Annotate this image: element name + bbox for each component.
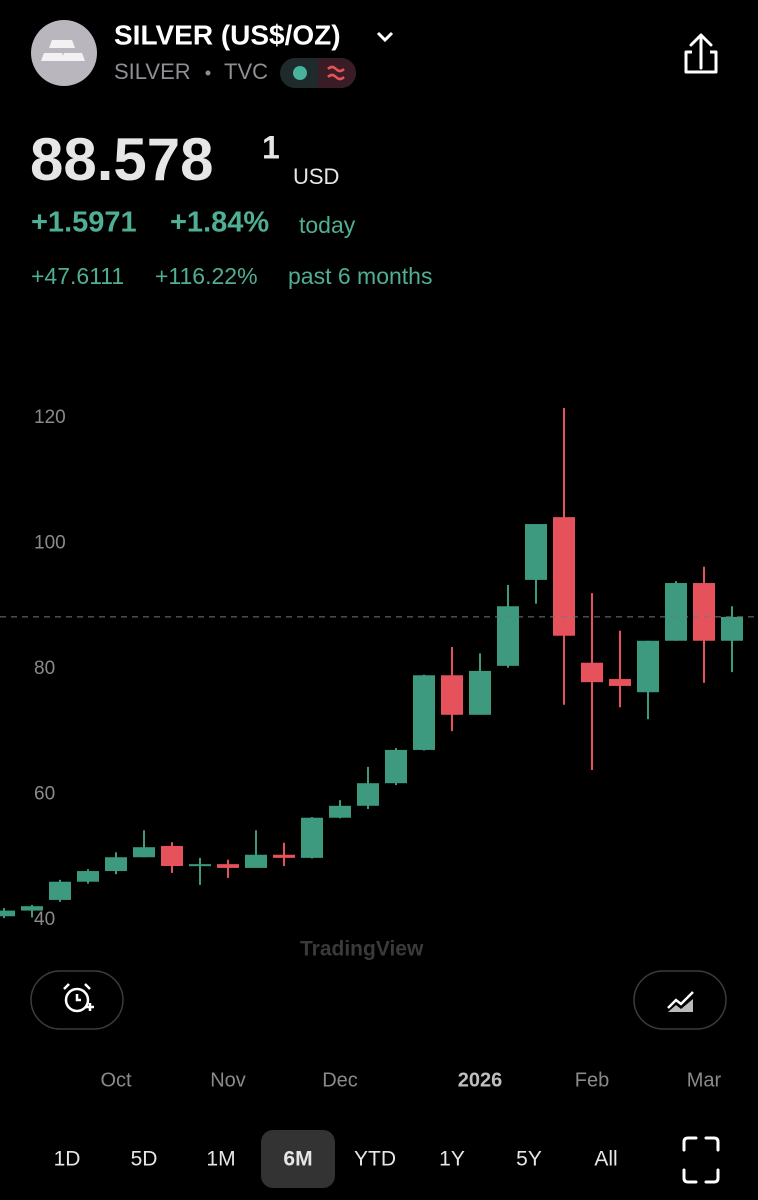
candle-body [77,871,99,882]
separator-dot [206,71,211,76]
y-tick-label: 120 [34,407,66,428]
candle-body [105,857,127,871]
candle-body [553,517,575,636]
y-tick-label: 60 [34,784,55,805]
y-tick-label: 100 [34,533,66,554]
candle-body [721,617,743,641]
candle-body [0,911,15,917]
timeframe-button[interactable]: All [594,1148,617,1171]
status-pill-mid [318,58,328,88]
candle-body [189,864,211,866]
candle-body [329,806,351,818]
candle-body [497,606,519,666]
watermark: TradingView [300,938,424,961]
candle-body [273,855,295,858]
change: +1.5971 [31,207,137,239]
candle-body [385,750,407,783]
symbol-icon[interactable] [31,20,97,86]
y-tick-label: 40 [34,909,55,930]
x-tick-label: Feb [575,1069,609,1091]
price-superscript: 1 [262,129,280,165]
y-tick-label: 80 [34,658,55,679]
candle-body [693,583,715,641]
candle-body [217,864,239,868]
market-status-dot [293,66,307,80]
candle-body [665,583,687,641]
candle-body [49,882,71,900]
timeframe-button[interactable]: 1Y [439,1148,465,1171]
period-percent: +116.22% [155,263,258,289]
timeframe-button[interactable]: 1M [206,1148,235,1171]
timeframe-button[interactable]: YTD [354,1148,396,1171]
candle-body [581,663,603,682]
candle-body [21,906,43,910]
candle-body [245,855,267,868]
candle-body [357,783,379,806]
x-tick-label: Nov [210,1069,246,1091]
currency: USD [293,164,339,189]
candle-body [413,675,435,750]
candle-body [609,679,631,686]
x-tick-label: Mar [687,1069,722,1091]
candle-body [469,671,491,715]
candle-body [525,524,547,580]
symbol-source: TVC [224,59,268,84]
timeframe-button[interactable]: 5D [131,1148,158,1171]
candle-body [301,818,323,858]
price: 88.578 [30,126,214,193]
candle-body [637,641,659,692]
chart-style-bg [634,971,726,1029]
period-label: past 6 months [288,263,432,289]
x-tick-label: Dec [322,1069,358,1091]
change-percent: +1.84% [170,207,269,239]
symbol-name: SILVER [114,59,191,84]
symbol-title[interactable]: SILVER (US$/OZ) [114,19,341,50]
candle-body [161,846,183,866]
candle-body [133,847,155,857]
timeframe-button[interactable]: 6M [283,1148,312,1171]
x-tick-label: Oct [100,1069,132,1091]
period-change: +47.6111 [31,263,124,289]
candle-body [441,675,463,715]
alert-button[interactable] [31,971,123,1029]
chart-style-button[interactable] [634,971,726,1029]
x-tick-label: 2026 [458,1069,503,1091]
change-label: today [299,212,356,238]
timeframe-button[interactable]: 1D [54,1148,81,1171]
timeframe-button[interactable]: 5Y [516,1148,542,1171]
